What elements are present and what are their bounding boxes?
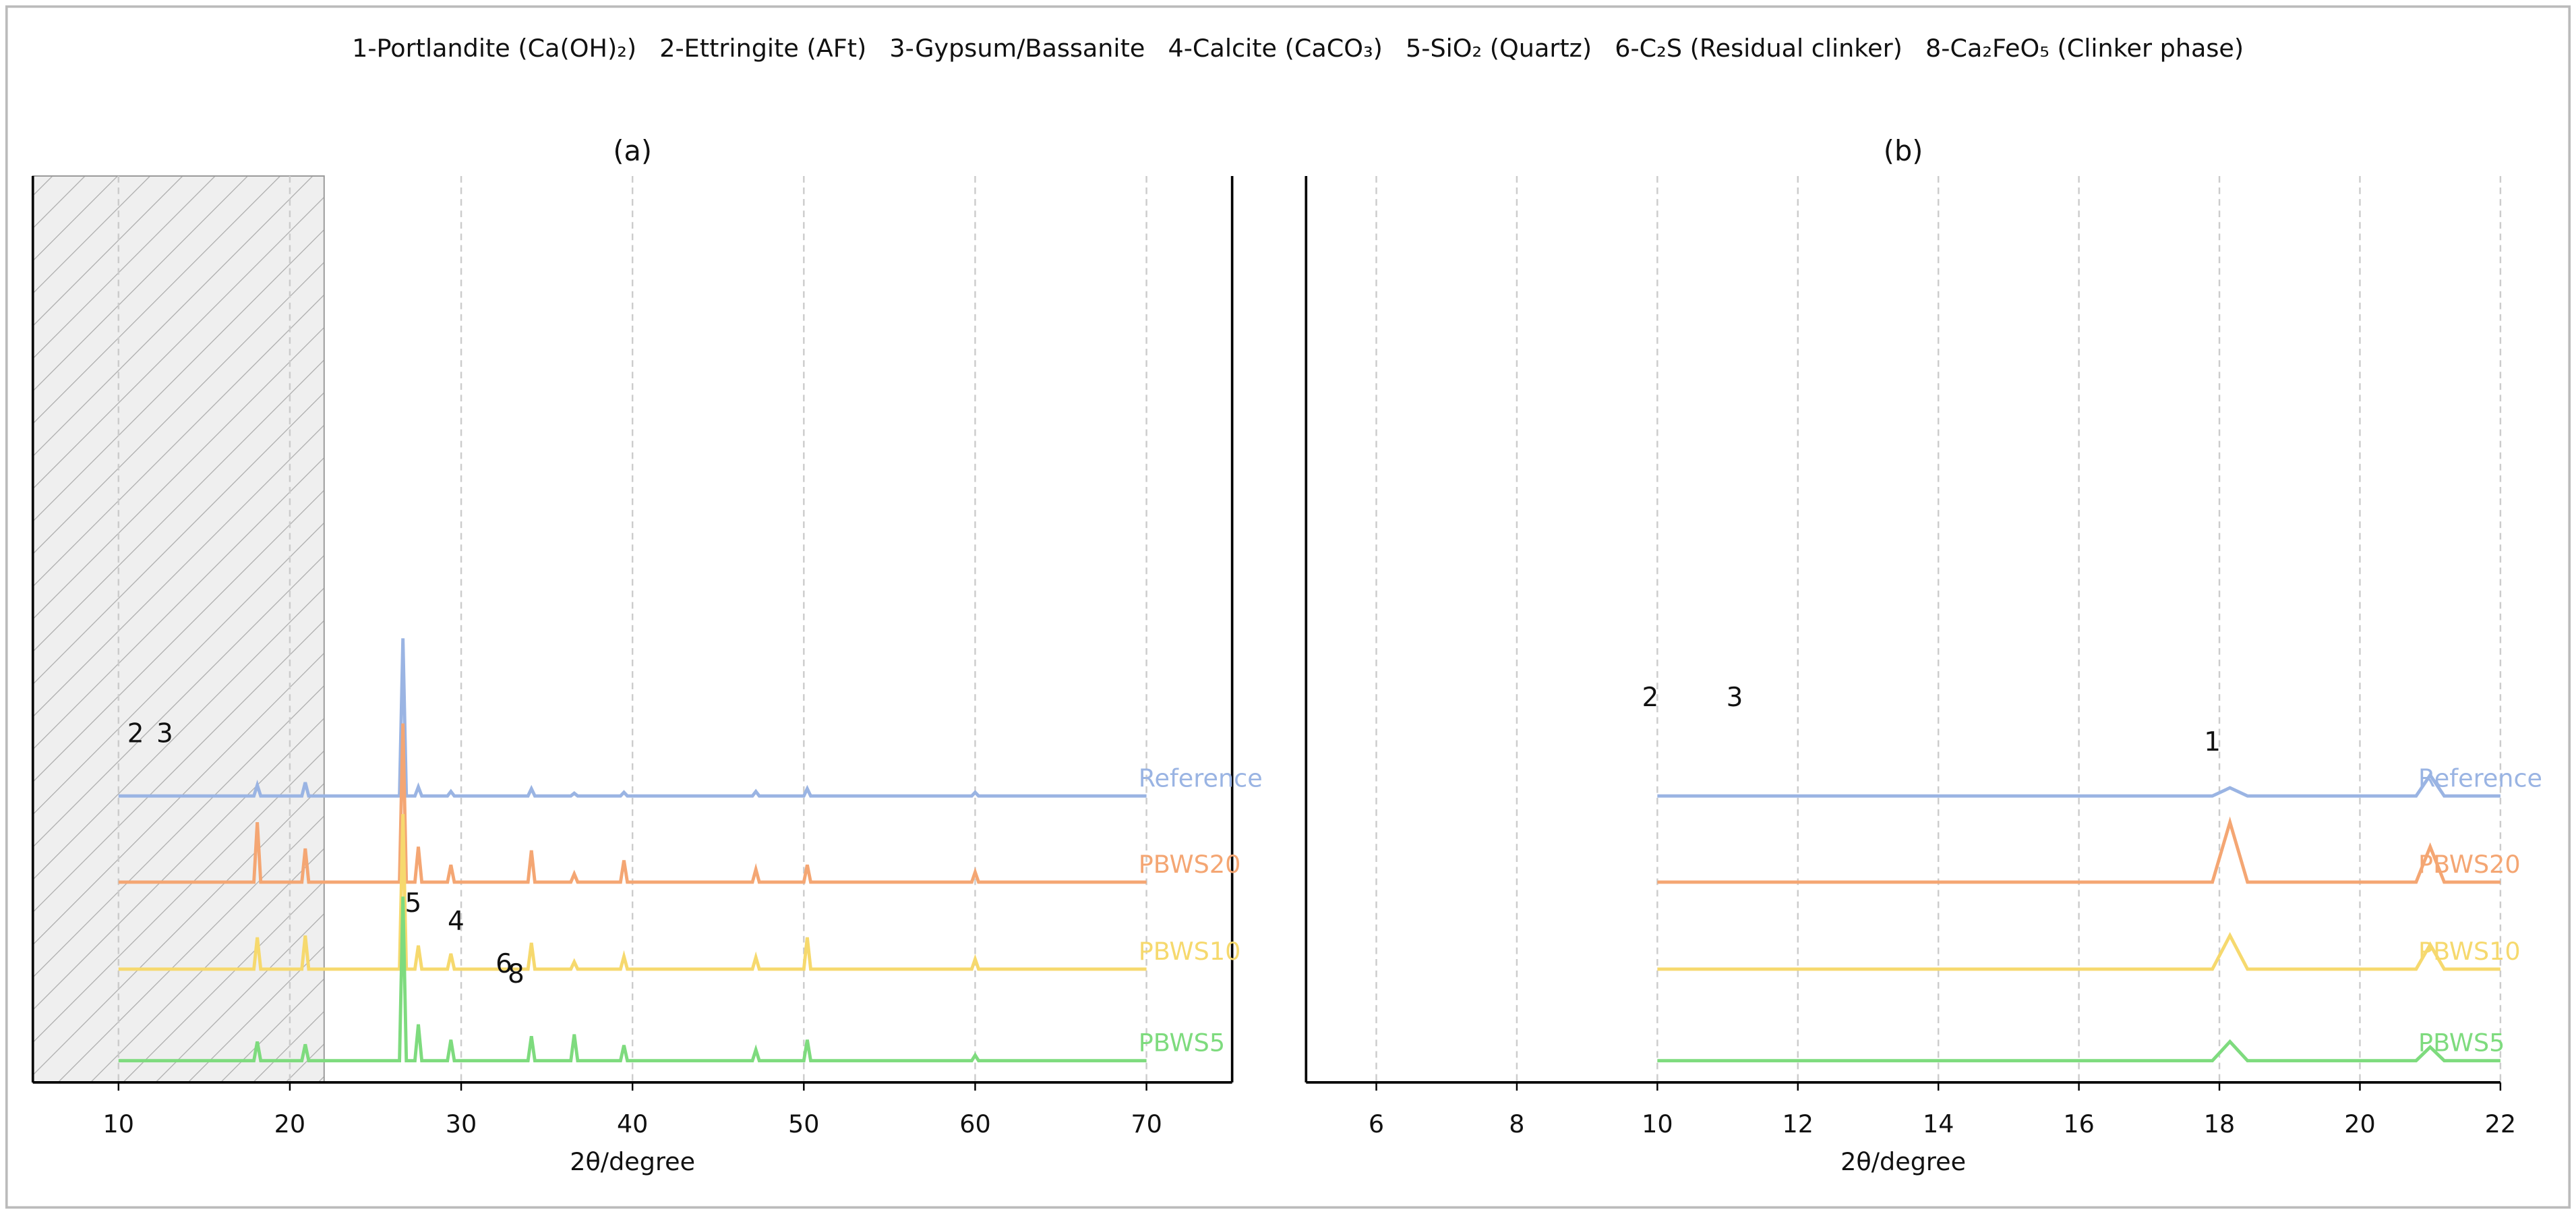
x-axis-label: 2θ/degree <box>1840 1147 1966 1176</box>
x-tick-label: 20 <box>274 1109 305 1138</box>
x-tick-label: 70 <box>1131 1109 1162 1138</box>
series-label: PBWS5 <box>1139 1029 1225 1058</box>
series-label: PBWS20 <box>1139 850 1241 879</box>
legend-item: 6-C₂S (Residual clinker) <box>1615 34 1903 63</box>
xrd-line <box>1657 772 2500 798</box>
peak-annotation: 5 <box>405 888 421 919</box>
series-label: Reference <box>2418 763 2542 792</box>
x-tick-label: 30 <box>446 1109 477 1138</box>
series-label: Reference <box>1139 763 1263 792</box>
peak-annotation: 4 <box>448 906 465 937</box>
peak-annotation: 1 <box>2204 727 2221 757</box>
series-label: PBWS10 <box>2418 937 2521 966</box>
xrd-line <box>1657 816 2500 884</box>
frame <box>5 5 2571 1209</box>
x-tick-label: 20 <box>2344 1109 2375 1138</box>
x-tick-label: 18 <box>2204 1109 2235 1138</box>
xrd-line <box>118 638 1147 798</box>
peak-annotation: 8 <box>508 959 525 989</box>
legend-item: 8-Ca₂FeO₅ (Clinker phase) <box>1925 34 2244 63</box>
peak-annotation: 3 <box>1727 683 1743 713</box>
peak-annotation: 2 <box>127 719 144 749</box>
legend-item: 3-Gypsum/Bassanite <box>889 34 1145 63</box>
x-tick-label: 10 <box>103 1109 134 1138</box>
series-label: PBWS10 <box>1139 937 1241 966</box>
x-tick-label: 22 <box>2485 1109 2516 1138</box>
peak-annotation: 6 <box>496 949 512 979</box>
highlight-region <box>32 175 325 1083</box>
xrd-line <box>118 896 1147 1063</box>
x-tick-label: 6 <box>1369 1109 1384 1138</box>
x-tick-label: 10 <box>1642 1109 1673 1138</box>
phase-legend: 1-Portlandite (Ca(OH)₂) 2-Ettringite (AFt… <box>352 34 2244 63</box>
legend-item: 2-Ettringite (AFt) <box>659 34 866 63</box>
x-tick-label: 16 <box>2063 1109 2094 1138</box>
chart-title: (b) <box>1884 135 1923 167</box>
peak-annotation: 2 <box>1642 683 1659 713</box>
x-tick-label: 12 <box>1783 1109 1814 1138</box>
x-tick-label: 8 <box>1509 1109 1524 1138</box>
xrd-line <box>118 814 1147 971</box>
x-tick-label: 50 <box>788 1109 819 1138</box>
series-label: PBWS20 <box>2418 850 2521 879</box>
peak-annotation: 3 <box>156 719 173 749</box>
chart-title: (a) <box>613 135 652 167</box>
legend-item: 4-Calcite (CaCO₃) <box>1168 34 1383 63</box>
x-tick-label: 14 <box>1923 1109 1954 1138</box>
xrd-line <box>118 723 1147 884</box>
legend-item: 1-Portlandite (Ca(OH)₂) <box>352 34 636 63</box>
xrd-line <box>1657 1039 2500 1063</box>
x-tick-label: 60 <box>959 1109 990 1138</box>
x-tick-label: 40 <box>617 1109 648 1138</box>
legend-item: 5-SiO₂ (Quartz) <box>1406 34 1592 63</box>
series-label: PBWS5 <box>2418 1029 2505 1058</box>
x-axis-label: 2θ/degree <box>570 1147 695 1176</box>
xrd-line <box>1657 931 2500 971</box>
